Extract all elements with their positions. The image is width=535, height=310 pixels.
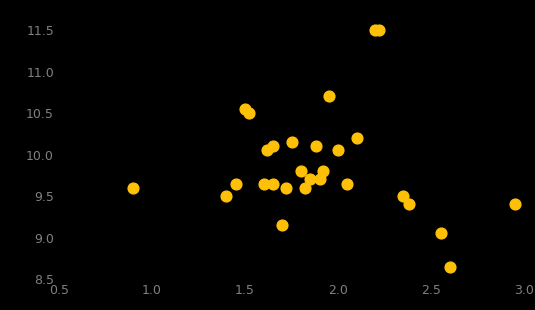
Point (343, 181, 351, 186)
Point (375, 28, 384, 33)
Point (296, 169, 305, 174)
Point (371, 28, 380, 33)
Point (446, 264, 454, 269)
Point (259, 181, 268, 186)
Point (282, 185, 291, 190)
Point (278, 223, 287, 228)
Point (404, 202, 413, 207)
Point (311, 144, 320, 149)
Point (244, 111, 253, 116)
Point (315, 177, 324, 182)
Point (436, 231, 445, 236)
Point (334, 148, 342, 153)
Point (325, 94, 333, 99)
Point (300, 185, 309, 190)
Point (306, 177, 315, 182)
Point (287, 140, 296, 144)
Point (511, 202, 519, 207)
Point (353, 135, 361, 140)
Point (269, 181, 277, 186)
Point (241, 106, 249, 111)
Point (263, 148, 272, 153)
Point (129, 185, 137, 190)
Point (269, 144, 277, 149)
Point (319, 169, 327, 174)
Point (222, 193, 231, 198)
Point (399, 193, 408, 198)
Point (232, 181, 240, 186)
